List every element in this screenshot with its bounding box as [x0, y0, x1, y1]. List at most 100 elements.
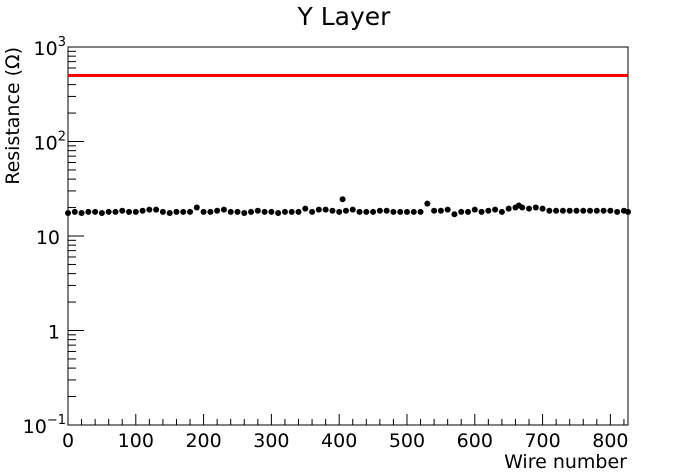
y-tick-label: 10−1: [23, 413, 66, 438]
data-point: [234, 208, 241, 215]
data-point: [329, 207, 336, 214]
data-point: [539, 205, 546, 212]
x-tick-label: 600: [457, 430, 493, 452]
data-point: [261, 208, 268, 215]
data-point: [607, 207, 614, 214]
data-point: [444, 206, 451, 213]
data-point: [376, 207, 383, 214]
data-point: [614, 208, 621, 215]
x-axis-title: Wire number: [504, 451, 627, 473]
data-point: [478, 208, 485, 215]
data-point: [214, 207, 221, 214]
data-point: [288, 208, 295, 215]
data-point: [492, 206, 499, 213]
data-point: [146, 206, 153, 213]
data-point: [625, 208, 631, 215]
data-point: [119, 207, 126, 214]
data-point: [187, 208, 194, 215]
y-tick-base: 10: [23, 416, 47, 438]
data-point: [458, 208, 465, 215]
data-point: [593, 207, 600, 214]
y-tick-base: 10: [34, 38, 58, 60]
chart-title: Y Layer: [297, 2, 392, 31]
data-point: [526, 205, 533, 212]
data-point: [390, 208, 397, 215]
data-point: [275, 210, 282, 217]
data-point: [302, 205, 309, 212]
data-point: [112, 208, 119, 215]
data-point: [559, 207, 566, 214]
x-tick-label: 400: [321, 430, 357, 452]
x-tick-label: 800: [592, 430, 628, 452]
data-point: [200, 208, 207, 215]
plot-frame: [67, 46, 629, 426]
y-tick-exponent: −1: [47, 413, 66, 428]
data-point: [220, 206, 227, 213]
x-tick-label: 0: [62, 430, 74, 452]
y-tick-label: 10: [36, 227, 60, 249]
data-point: [573, 207, 580, 214]
data-point: [437, 207, 444, 214]
data-point: [342, 207, 349, 214]
data-point: [71, 208, 78, 215]
data-point: [173, 208, 180, 215]
data-point: [92, 208, 99, 215]
data-point: [339, 196, 346, 203]
data-point: [349, 206, 356, 213]
data-point: [248, 208, 255, 215]
data-point: [546, 207, 553, 214]
data-point: [519, 204, 526, 211]
x-tick-label: 200: [185, 430, 221, 452]
data-point: [370, 208, 377, 215]
data-point: [132, 208, 139, 215]
data-point: [363, 208, 370, 215]
data-point: [295, 208, 302, 215]
data-point: [498, 208, 505, 215]
y-axis-title: Resistance (Ω): [2, 47, 24, 185]
data-point: [600, 207, 607, 214]
data-point: [139, 207, 146, 214]
data-point: [309, 208, 316, 215]
data-point: [65, 210, 71, 217]
data-point: [336, 208, 343, 215]
data-point: [207, 208, 214, 215]
y-tick-exponent: 3: [58, 35, 66, 50]
data-point: [431, 207, 438, 214]
data-point: [322, 206, 329, 213]
data-point: [241, 210, 248, 217]
data-point: [397, 208, 404, 215]
data-point: [383, 207, 390, 214]
data-point: [166, 210, 173, 217]
data-point: [227, 208, 234, 215]
data-point: [532, 204, 539, 211]
data-point: [485, 207, 492, 214]
data-point: [159, 208, 166, 215]
data-point: [268, 208, 275, 215]
data-point: [505, 205, 512, 212]
data-point: [553, 207, 560, 214]
x-tick-label: 100: [118, 430, 154, 452]
data-point: [153, 206, 160, 213]
data-point: [126, 208, 133, 215]
data-point: [180, 208, 187, 215]
data-point: [193, 204, 200, 211]
data-point: [566, 207, 573, 214]
data-point: [451, 211, 458, 218]
x-tick-label: 300: [253, 430, 289, 452]
x-tick-label: 500: [389, 430, 425, 452]
data-point: [281, 208, 288, 215]
data-point: [98, 210, 105, 217]
x-tick-label: 700: [524, 430, 560, 452]
data-point: [417, 208, 424, 215]
data-point: [85, 208, 92, 215]
data-point: [105, 208, 112, 215]
y-tick-label: 102: [34, 130, 66, 155]
y-tick-label: 1: [48, 322, 60, 344]
data-point: [471, 206, 478, 213]
y-tick-base: 10: [34, 133, 58, 155]
data-point: [356, 208, 363, 215]
data-point: [78, 210, 85, 217]
data-point: [580, 207, 587, 214]
y-tick-label: 103: [34, 35, 66, 60]
